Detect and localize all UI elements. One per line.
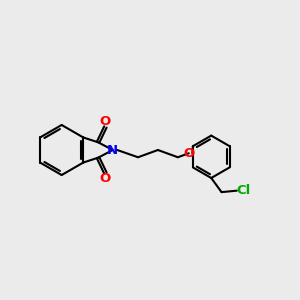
Text: O: O bbox=[100, 172, 111, 185]
Text: O: O bbox=[183, 147, 194, 160]
Text: Cl: Cl bbox=[236, 184, 250, 197]
Text: N: N bbox=[107, 143, 118, 157]
Text: O: O bbox=[100, 115, 111, 128]
